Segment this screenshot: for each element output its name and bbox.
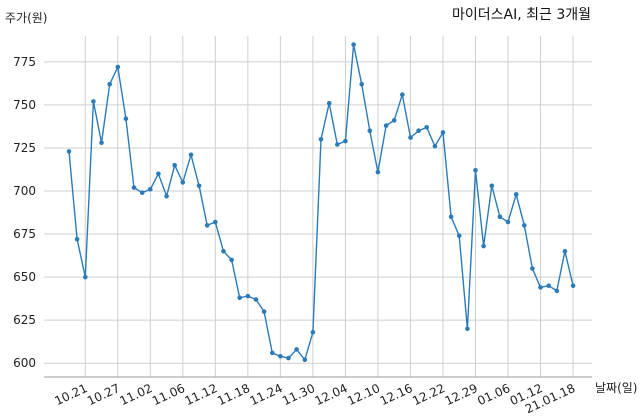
data-point — [204, 223, 210, 228]
data-point — [294, 347, 299, 352]
data-point — [432, 143, 438, 149]
data-point — [270, 350, 275, 356]
data-point — [489, 183, 495, 189]
price-series — [66, 42, 576, 363]
x-tick-label: 10.27 — [85, 381, 122, 408]
data-point — [286, 355, 291, 361]
x-tick-label: 11.02 — [118, 381, 155, 408]
data-point — [221, 249, 226, 254]
data-point — [554, 288, 560, 294]
data-point — [91, 99, 96, 104]
data-point — [326, 100, 332, 106]
x-axis-title: 날짜(일) — [595, 381, 637, 395]
x-tick-label: 12.10 — [345, 381, 382, 408]
data-point — [245, 293, 251, 299]
data-point — [383, 123, 389, 128]
x-tick-label: 11.24 — [248, 381, 285, 408]
data-point — [148, 187, 153, 192]
data-point — [172, 162, 177, 168]
data-point — [343, 138, 348, 144]
data-point — [278, 354, 283, 359]
y-tick-label: 725 — [13, 141, 36, 155]
data-point — [375, 169, 381, 175]
series-line — [68, 44, 574, 362]
data-point — [107, 81, 112, 87]
data-point — [131, 185, 137, 190]
data-point — [522, 223, 527, 228]
y-axis-title: 주가(원) — [5, 11, 47, 25]
data-point — [448, 214, 454, 220]
data-point — [66, 149, 72, 154]
data-point — [416, 128, 421, 133]
data-point — [188, 152, 194, 158]
y-tick-label: 625 — [13, 313, 36, 327]
data-point — [505, 219, 511, 225]
y-tick-label: 775 — [13, 55, 36, 69]
data-point — [253, 297, 259, 302]
data-point — [123, 116, 129, 121]
data-point — [456, 233, 462, 239]
data-point — [237, 295, 242, 301]
grid — [44, 36, 592, 377]
x-tick-label: 11.18 — [215, 381, 252, 408]
y-tick-label: 700 — [13, 184, 36, 198]
y-tick-label: 600 — [13, 356, 36, 370]
data-point — [400, 92, 405, 97]
data-point — [83, 274, 88, 280]
x-tick-label: 12.04 — [313, 381, 350, 408]
data-point — [570, 283, 576, 289]
data-point — [473, 168, 478, 173]
x-tick-label: 11.30 — [280, 381, 317, 408]
data-point — [115, 64, 121, 70]
data-point — [497, 214, 503, 220]
data-point — [139, 190, 145, 195]
x-tick-label: 01.06 — [475, 381, 512, 408]
data-point — [156, 171, 161, 177]
data-point — [164, 193, 169, 199]
data-point — [180, 180, 186, 185]
data-point — [310, 329, 316, 335]
data-point — [530, 266, 535, 271]
data-point — [335, 142, 340, 147]
data-point — [367, 128, 373, 133]
x-tick-label: 12.29 — [443, 381, 480, 408]
data-point — [99, 140, 104, 146]
data-point — [318, 137, 324, 142]
data-point — [408, 135, 413, 140]
data-point — [213, 219, 218, 225]
data-point — [391, 118, 397, 123]
data-point — [481, 243, 486, 249]
data-point — [359, 81, 365, 87]
data-point — [74, 236, 80, 242]
data-point — [562, 249, 568, 254]
data-point — [261, 309, 267, 314]
tick-labels: 60062565067570072575077510.2110.2711.021… — [13, 55, 577, 416]
x-tick-label: 11.12 — [183, 381, 220, 408]
data-point — [229, 257, 234, 263]
data-point — [513, 192, 519, 197]
data-point — [302, 357, 308, 363]
x-tick-label: 12.22 — [410, 381, 447, 408]
y-tick-label: 750 — [13, 98, 36, 112]
y-tick-label: 675 — [13, 227, 36, 241]
x-tick-label: 12.16 — [378, 381, 415, 408]
x-tick-label: 11.06 — [150, 381, 187, 408]
y-tick-label: 650 — [13, 270, 36, 284]
data-point — [546, 283, 551, 289]
data-point — [351, 42, 356, 47]
x-tick-label: 10.21 — [52, 381, 89, 408]
data-point — [424, 125, 430, 130]
data-point — [538, 285, 543, 290]
data-point — [440, 130, 446, 135]
data-point — [465, 326, 470, 332]
chart-title: 마이더스AI, 최근 3개월 — [452, 7, 591, 23]
data-point — [196, 183, 202, 189]
